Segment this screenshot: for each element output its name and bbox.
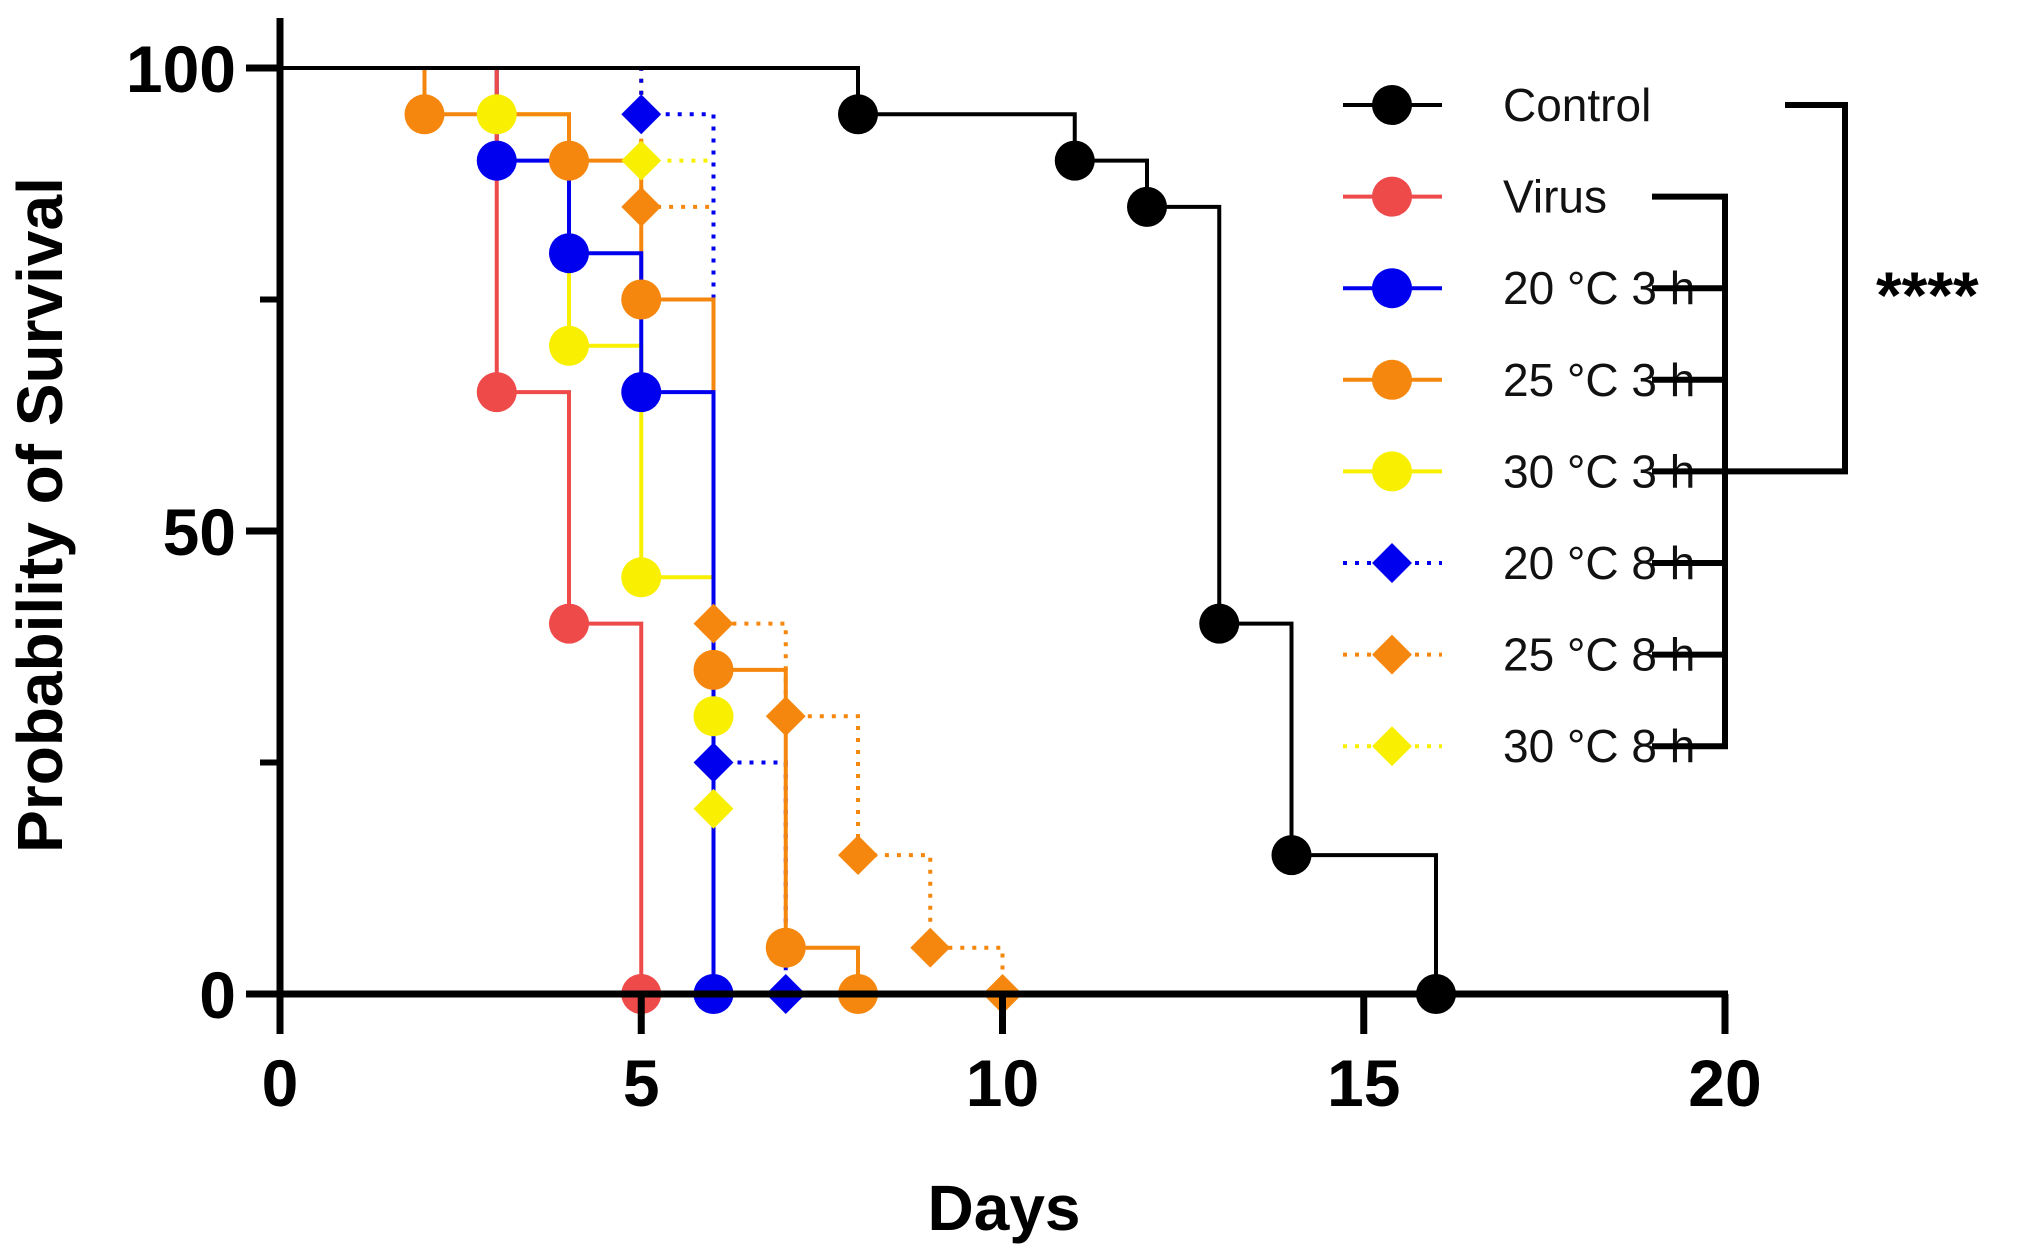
legend-item-25-c-3-h: 25 °C 3 h xyxy=(1343,354,1695,406)
legend-marker xyxy=(1372,451,1412,492)
point-30-c-8-h xyxy=(621,140,662,181)
legend-label: Control xyxy=(1503,79,1651,131)
point-control xyxy=(1127,186,1167,227)
point-20-c-3-h xyxy=(621,372,662,413)
legend-item-30-c-3-h: 30 °C 3 h xyxy=(1343,445,1695,497)
point-25-c-3-h xyxy=(693,649,734,690)
point-virus xyxy=(476,372,517,413)
point-25-c-3-h xyxy=(549,140,589,181)
legend-marker xyxy=(1372,268,1412,309)
point-control xyxy=(1054,140,1095,181)
curve-20-c-8-h xyxy=(280,66,788,994)
markers-layer xyxy=(404,94,1456,1014)
point-virus xyxy=(549,603,589,644)
axes-layer: 0 5 10 15 20 0 50 100 xyxy=(126,18,1762,1120)
point-25-c-3-h xyxy=(621,279,662,320)
point-30-c-3-h xyxy=(549,325,589,366)
x-tick-label: 15 xyxy=(1327,1046,1400,1120)
legend-item-20-c-8-h: 20 °C 8 h xyxy=(1343,537,1695,589)
point-25-c-8-h xyxy=(693,603,734,644)
point-30-c-3-h xyxy=(693,696,734,737)
legend-item-control: Control xyxy=(1343,79,1651,131)
legend: Control Virus 20 °C 3 h 25 °C 3 h 30 °C 3 h 2… xyxy=(1343,79,1695,772)
point-25-c-8-h xyxy=(621,186,662,227)
bracket-comparison xyxy=(1725,102,1848,475)
significance-label: **** xyxy=(1876,258,1979,332)
legend-item-25-c-8-h: 25 °C 8 h xyxy=(1343,629,1695,681)
x-tick-label: 10 xyxy=(966,1046,1039,1120)
legend-marker xyxy=(1372,85,1412,125)
point-30-c-8-h xyxy=(693,788,734,829)
curve-virus xyxy=(280,66,644,994)
point-control xyxy=(838,94,878,135)
point-30-c-3-h xyxy=(476,94,517,135)
point-30-c-3-h xyxy=(621,557,662,598)
y-axis-title: Probability of Survival xyxy=(4,177,76,853)
y-tick-label: 0 xyxy=(199,958,236,1032)
point-25-c-3-h xyxy=(404,94,445,135)
x-tick-label: 0 xyxy=(262,1046,299,1120)
legend-item-20-c-3-h: 20 °C 3 h xyxy=(1343,262,1695,314)
point-25-c-8-h xyxy=(838,835,878,876)
point-20-c-3-h xyxy=(476,140,517,181)
legend-marker xyxy=(1372,634,1412,675)
point-25-c-8-h xyxy=(765,696,806,737)
x-tick-label: 20 xyxy=(1688,1046,1761,1120)
point-20-c-8-h xyxy=(693,742,734,783)
x-tick-label: 5 xyxy=(623,1046,660,1120)
legend-marker xyxy=(1372,359,1412,400)
point-25-c-3-h xyxy=(765,927,806,968)
legend-marker xyxy=(1372,726,1412,767)
y-tick-label: 100 xyxy=(126,32,236,106)
point-control xyxy=(1271,835,1312,876)
point-20-c-3-h xyxy=(549,233,589,274)
significance-bracket xyxy=(1652,102,1848,750)
x-axis-title: Days xyxy=(928,1172,1081,1244)
legend-item-virus: Virus xyxy=(1343,171,1607,223)
legend-marker xyxy=(1372,543,1412,583)
point-control xyxy=(1199,603,1240,644)
legend-marker xyxy=(1372,176,1412,217)
legend-label: Virus xyxy=(1503,171,1607,223)
point-20-c-8-h xyxy=(621,94,662,135)
point-25-c-8-h xyxy=(910,927,951,968)
legend-item-30-c-8-h: 30 °C 8 h xyxy=(1343,720,1695,772)
y-tick-label: 50 xyxy=(163,495,236,569)
